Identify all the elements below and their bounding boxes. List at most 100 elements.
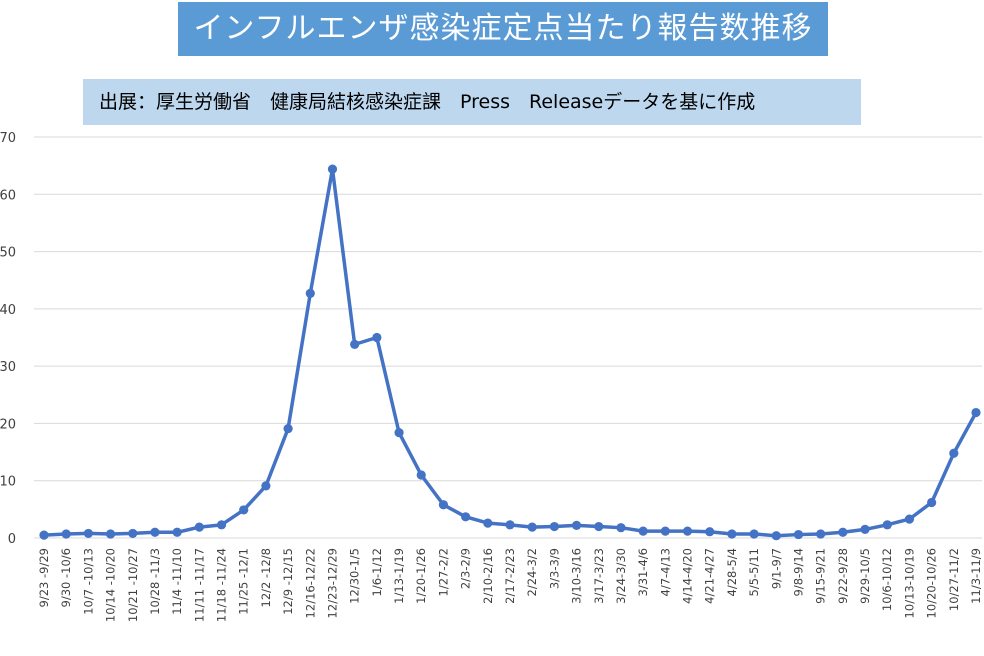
data-point bbox=[372, 332, 382, 343]
x-tick-label: 9/29-10/5 bbox=[858, 548, 872, 604]
y-tick-label: 30 bbox=[0, 360, 16, 375]
x-tick-label: 1/6-1/12 bbox=[370, 548, 384, 596]
x-tick-label: 11/18 -11/24 bbox=[215, 548, 229, 622]
data-point bbox=[416, 470, 426, 480]
data-point bbox=[860, 524, 870, 535]
data-point bbox=[549, 521, 559, 532]
x-tick-label: 12/23-12/29 bbox=[325, 548, 339, 618]
data-point bbox=[682, 526, 693, 536]
x-tick-label: 1/13-1/19 bbox=[392, 548, 406, 604]
data-point bbox=[194, 522, 204, 532]
y-tick-label: 70 bbox=[0, 131, 16, 146]
x-tick-label: 2/24-3/2 bbox=[525, 548, 539, 596]
x-tick-label: 5/5-5/11 bbox=[747, 548, 761, 596]
x-tick-label: 12/2 -12/8 bbox=[259, 548, 273, 607]
data-point bbox=[705, 527, 715, 537]
x-tick-label: 9/22-9/28 bbox=[836, 548, 850, 604]
data-point bbox=[749, 529, 759, 539]
x-tick-label: 9/15-9/21 bbox=[814, 548, 828, 604]
x-tick-label: 10/28 -11/3 bbox=[148, 548, 162, 615]
x-tick-label: 10/20-10/26 bbox=[925, 548, 939, 618]
x-tick-label: 3/10-3/16 bbox=[570, 548, 584, 604]
x-tick-label: 1/27-2/2 bbox=[436, 548, 450, 596]
data-point bbox=[461, 512, 471, 522]
x-tick-label: 9/23 -9/29 bbox=[37, 548, 51, 607]
x-tick-label: 4/21-4/27 bbox=[703, 548, 717, 604]
data-point bbox=[904, 514, 915, 524]
data-point bbox=[83, 528, 93, 539]
data-point bbox=[39, 530, 49, 540]
x-tick-label: 4/7-4/13 bbox=[658, 548, 672, 596]
data-point bbox=[616, 523, 626, 533]
data-point bbox=[61, 529, 71, 539]
data-point bbox=[793, 529, 804, 540]
x-tick-label: 12/30-1/5 bbox=[348, 548, 362, 604]
x-tick-label: 11/3-11/9 bbox=[969, 548, 983, 604]
x-tick-label: 2/17-2/23 bbox=[503, 548, 517, 604]
data-point bbox=[660, 526, 670, 536]
x-tick-label: 3/3-3/9 bbox=[547, 548, 561, 589]
data-point bbox=[527, 522, 537, 532]
x-tick-label: 11/4 -11/10 bbox=[170, 548, 184, 615]
x-tick-label: 1/20-1/26 bbox=[414, 548, 428, 604]
data-point bbox=[327, 164, 338, 174]
data-point bbox=[350, 339, 360, 349]
chart-subtitle: 出展：厚生労働省 健康局結核感染症課 Press Releaseデータを基に作成 bbox=[83, 79, 861, 125]
y-tick-label: 60 bbox=[0, 188, 16, 203]
x-tick-label: 2/10-2/16 bbox=[481, 548, 495, 604]
chart-title: インフルエンザ感染症定点当たり報告数推移 bbox=[178, 2, 828, 56]
x-tick-label: 3/24-3/30 bbox=[614, 548, 628, 604]
y-tick-label: 20 bbox=[0, 417, 16, 432]
x-tick-label: 3/31-4/6 bbox=[636, 548, 650, 596]
data-point bbox=[128, 528, 138, 539]
data-point bbox=[239, 505, 249, 515]
data-point bbox=[261, 481, 271, 491]
data-point bbox=[816, 529, 826, 539]
data-point bbox=[727, 529, 737, 539]
data-point bbox=[216, 520, 227, 530]
y-tick-label: 10 bbox=[0, 475, 16, 490]
data-point bbox=[438, 500, 449, 510]
x-tick-label: 9/30 -10/6 bbox=[59, 548, 73, 607]
data-point bbox=[305, 288, 315, 298]
data-point bbox=[927, 497, 937, 508]
data-point bbox=[771, 531, 781, 541]
data-point bbox=[283, 423, 293, 434]
data-point bbox=[949, 448, 959, 458]
y-axis-tick-labels: 0 10 20 30 40 50 60 70 bbox=[0, 131, 16, 547]
x-tick-label: 10/14 -10/20 bbox=[104, 548, 118, 622]
x-tick-label: 10/7 -10/13 bbox=[81, 548, 95, 615]
x-tick-label: 12/9 -12/15 bbox=[281, 548, 295, 615]
data-point bbox=[882, 520, 892, 530]
x-tick-label: 11/11 -11/17 bbox=[192, 548, 206, 622]
data-point bbox=[150, 527, 160, 537]
data-point bbox=[571, 520, 582, 530]
y-tick-label: 50 bbox=[0, 246, 16, 261]
x-tick-label: 4/14-4/20 bbox=[681, 548, 695, 604]
data-point bbox=[971, 407, 981, 418]
data-point bbox=[594, 521, 604, 532]
data-point bbox=[483, 518, 493, 528]
data-point bbox=[105, 529, 116, 539]
x-tick-label: 11/25 -12/1 bbox=[237, 548, 251, 615]
y-tick-label: 0 bbox=[8, 532, 16, 547]
data-point bbox=[838, 527, 848, 537]
y-tick-label: 40 bbox=[0, 303, 16, 318]
series-points bbox=[39, 164, 981, 541]
x-tick-label: 2/3-2/9 bbox=[459, 548, 473, 589]
x-tick-label: 10/27-11/2 bbox=[947, 548, 961, 611]
x-tick-label: 10/6-10/12 bbox=[880, 548, 894, 611]
data-point bbox=[638, 526, 648, 536]
data-point bbox=[394, 427, 404, 438]
data-point bbox=[505, 520, 515, 530]
x-tick-label: 9/8-9/14 bbox=[791, 548, 805, 596]
x-tick-label: 10/21 -10/27 bbox=[126, 548, 140, 622]
data-point bbox=[172, 527, 182, 537]
x-axis-tick-labels: 9/23 -9/29 9/30 -10/6 10/7 -10/13 10/14 -10… bbox=[37, 548, 983, 622]
x-tick-label: 9/1-9/7 bbox=[769, 548, 783, 589]
x-tick-label: 10/13-10/19 bbox=[902, 548, 916, 618]
x-tick-label: 12/16-12/22 bbox=[303, 548, 317, 618]
x-tick-label: 4/28-5/4 bbox=[725, 548, 739, 596]
x-tick-label: 3/17-3/23 bbox=[592, 548, 606, 604]
